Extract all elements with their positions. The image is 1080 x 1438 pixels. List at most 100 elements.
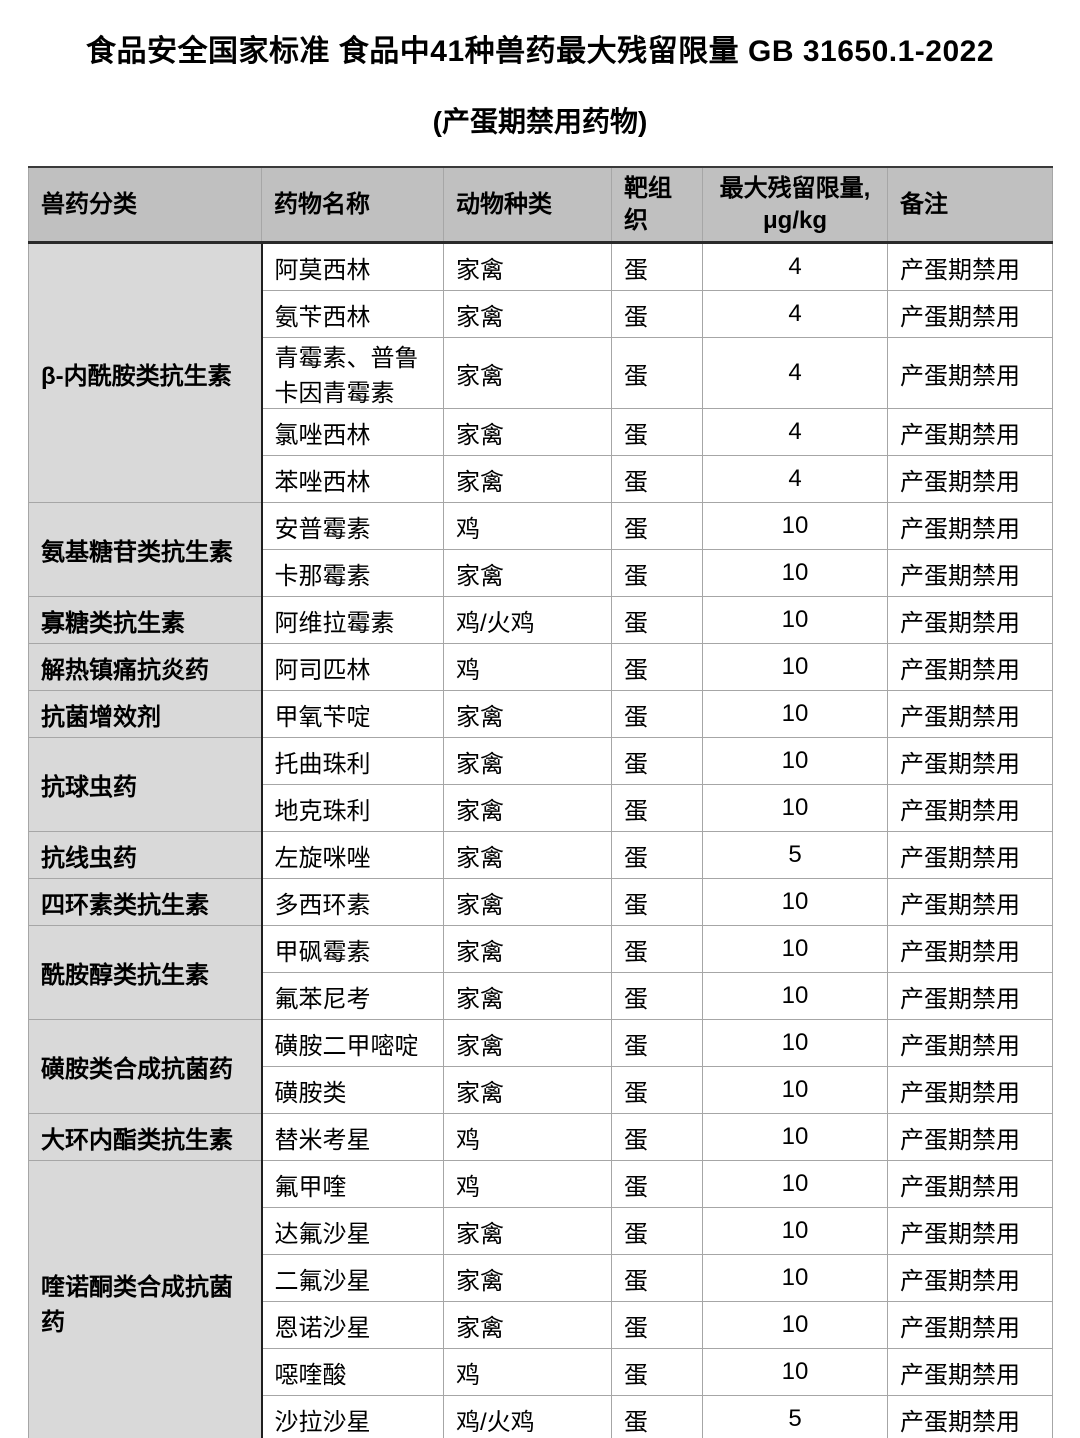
tissue-cell: 蛋	[611, 549, 703, 597]
species-cell: 鸡	[443, 502, 612, 550]
mrl-cell: 10	[702, 549, 888, 597]
table-row: 地克珠利 家禽蛋 10 产蛋期禁用	[29, 784, 1053, 832]
category-cell: 抗线虫药	[28, 831, 263, 879]
category-cell: 抗菌增效剂	[28, 690, 263, 738]
mrl-cell: 10	[702, 1113, 888, 1161]
table-row: 抗线虫药 左旋咪唑 家禽蛋 5 产蛋期禁用	[28, 831, 1053, 879]
tissue-cell: 蛋	[611, 878, 703, 926]
species-cell: 鸡	[443, 643, 612, 691]
table-row: 抗球虫药 托曲珠利 家禽蛋 10 产蛋期禁用	[28, 737, 1053, 832]
drug-cell: 恩诺沙星	[261, 1301, 444, 1349]
category-cell: 磺胺类合成抗菌药	[28, 1019, 263, 1114]
column-header-classification: 兽药分类	[28, 166, 262, 244]
tissue-cell: 蛋	[611, 242, 703, 291]
note-cell: 产蛋期禁用	[887, 1254, 1053, 1302]
species-cell: 家禽	[443, 1066, 612, 1114]
drug-cell: 阿莫西林	[261, 242, 444, 291]
table-row: 氨基糖苷类抗生素 安普霉素鸡蛋 10 产蛋期禁用	[28, 502, 1053, 597]
table-row: 二氟沙星 家禽蛋 10 产蛋期禁用	[29, 1254, 1053, 1302]
note-cell: 产蛋期禁用	[887, 737, 1053, 785]
mrl-cell: 5	[702, 831, 888, 879]
tissue-cell: 蛋	[611, 1301, 703, 1349]
mrl-cell: 4	[702, 337, 888, 409]
drug-cell: 甲氧苄啶	[261, 690, 444, 738]
column-header-species: 动物种类	[443, 166, 612, 244]
drug-cell: 多西环素	[261, 878, 444, 926]
drug-cell: 二氟沙星	[261, 1254, 444, 1302]
drug-cell: 沙拉沙星	[261, 1395, 444, 1438]
drug-cell: 噁喹酸	[261, 1348, 444, 1396]
tissue-cell: 蛋	[611, 596, 703, 644]
mrl-cell: 4	[702, 290, 888, 338]
table-row: 抗菌增效剂 甲氧苄啶 家禽蛋 10 产蛋期禁用	[28, 690, 1053, 738]
drug-cell: 苯唑西林	[261, 455, 444, 503]
tissue-cell: 蛋	[611, 1207, 703, 1255]
note-cell: 产蛋期禁用	[887, 1207, 1053, 1255]
column-header-note: 备注	[887, 166, 1053, 244]
drug-cell: 阿司匹林	[261, 643, 444, 691]
table-row: 喹诺酮类合成抗菌药 氟甲喹鸡蛋 10 产蛋期禁用	[28, 1160, 1053, 1438]
category-cell: 氨基糖苷类抗生素	[28, 502, 263, 597]
note-cell: 产蛋期禁用	[887, 878, 1053, 926]
tissue-cell: 蛋	[611, 1066, 703, 1114]
tissue-cell: 蛋	[611, 1395, 703, 1438]
mrl-cell: 10	[702, 502, 888, 550]
species-cell: 家禽	[443, 455, 612, 503]
mrl-cell: 10	[702, 784, 888, 832]
drug-cell: 磺胺二甲嘧啶	[261, 1019, 444, 1067]
note-cell: 产蛋期禁用	[887, 972, 1053, 1020]
mrl-cell: 10	[702, 1301, 888, 1349]
mrl-cell: 10	[702, 1066, 888, 1114]
drug-cell: 阿维拉霉素	[261, 596, 444, 644]
species-cell: 家禽	[443, 408, 612, 456]
note-cell: 产蛋期禁用	[887, 549, 1053, 597]
species-cell: 家禽	[443, 549, 612, 597]
drug-cell: 氟苯尼考	[261, 972, 444, 1020]
note-cell: 产蛋期禁用	[887, 1395, 1053, 1438]
mrl-cell: 10	[702, 690, 888, 738]
mrl-cell: 10	[702, 1019, 888, 1067]
drug-cell: 氨苄西林	[261, 290, 444, 338]
tissue-cell: 蛋	[611, 1113, 703, 1161]
note-cell: 产蛋期禁用	[887, 690, 1053, 738]
note-cell: 产蛋期禁用	[887, 1160, 1053, 1208]
drug-cell: 甲砜霉素	[261, 925, 444, 973]
species-cell: 鸡/火鸡	[443, 596, 612, 644]
drug-cell: 氟甲喹	[261, 1160, 444, 1208]
tissue-cell: 蛋	[611, 784, 703, 832]
species-cell: 家禽	[443, 242, 612, 291]
drug-cell: 左旋咪唑	[261, 831, 444, 879]
note-cell: 产蛋期禁用	[887, 1019, 1053, 1067]
tissue-cell: 蛋	[611, 972, 703, 1020]
mrl-cell: 10	[702, 878, 888, 926]
note-cell: 产蛋期禁用	[887, 1301, 1053, 1349]
category-cell: 抗球虫药	[28, 737, 263, 832]
table-row: 恩诺沙星 家禽蛋 10 产蛋期禁用	[29, 1301, 1053, 1349]
category-cell: β-内酰胺类抗生素	[28, 242, 263, 503]
species-cell: 家禽	[443, 972, 612, 1020]
mrl-cell: 10	[702, 1160, 888, 1208]
note-cell: 产蛋期禁用	[887, 242, 1053, 291]
mrl-cell: 10	[702, 596, 888, 644]
species-cell: 鸡	[443, 1160, 612, 1208]
note-cell: 产蛋期禁用	[887, 831, 1053, 879]
note-cell: 产蛋期禁用	[887, 1066, 1053, 1114]
tissue-cell: 蛋	[611, 337, 703, 409]
page-subtitle: (产蛋期禁用药物)	[432, 106, 648, 137]
table-row: 寡糖类抗生素 阿维拉霉素 鸡/火鸡蛋 10 产蛋期禁用	[28, 596, 1053, 644]
mrl-cell: 10	[702, 1254, 888, 1302]
table-row: 沙拉沙星 鸡/火鸡蛋 5 产蛋期禁用	[29, 1395, 1053, 1438]
tissue-cell: 蛋	[611, 1254, 703, 1302]
drug-cell: 地克珠利	[261, 784, 444, 832]
species-cell: 家禽	[443, 925, 612, 973]
tissue-cell: 蛋	[611, 737, 703, 785]
drug-cell: 替米考星	[261, 1113, 444, 1161]
species-cell: 家禽	[443, 878, 612, 926]
mrl-cell: 10	[702, 1207, 888, 1255]
species-cell: 家禽	[443, 737, 612, 785]
species-cell: 家禽	[443, 784, 612, 832]
column-header-tissue: 靶组织	[611, 166, 703, 244]
drug-cell: 卡那霉素	[261, 549, 444, 597]
drug-cell: 磺胺类	[261, 1066, 444, 1114]
